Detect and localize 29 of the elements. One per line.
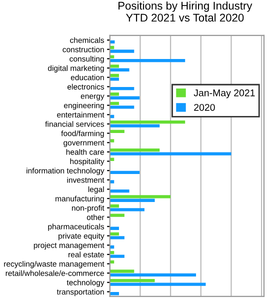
bar [110,170,140,174]
bar [110,208,144,212]
bar [110,198,155,202]
bar [110,195,171,198]
bar [110,50,134,53]
legend-label: Jan-May 2021 [194,89,255,98]
bar [110,130,124,133]
bar [110,86,134,90]
chart-title: Positions by Hiring Industry YTD 2021 vs Total 2020 [118,2,252,22]
bar [110,152,232,156]
bar [110,273,196,277]
bar [110,124,160,128]
bar [110,180,114,184]
bar [110,270,134,273]
bar [110,120,186,124]
bar [110,68,130,72]
bar [110,96,140,100]
bar [110,214,124,217]
bar [110,106,134,109]
bar [110,282,206,286]
bar [110,58,186,62]
bar [110,139,114,142]
bar [110,189,130,193]
bar [110,278,155,282]
legend-label: 2020 [194,104,215,111]
bar [110,78,119,81]
bar [110,254,124,258]
bar [110,236,124,240]
bar [110,148,160,152]
